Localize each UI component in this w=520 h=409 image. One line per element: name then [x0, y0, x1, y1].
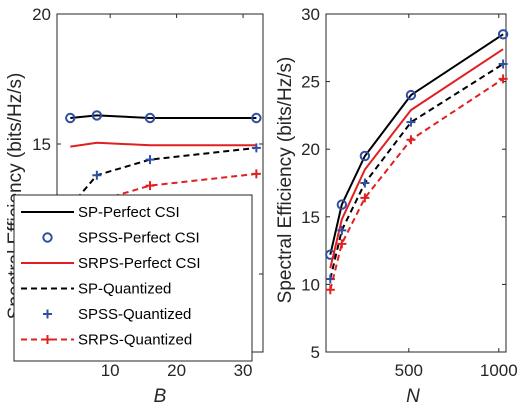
- x-tick-label-left: 20: [167, 361, 186, 380]
- y-tick-label-right: 15: [301, 208, 320, 227]
- data-point-srps-quantized-right: [360, 193, 370, 203]
- data-point-spss-perfect-csi-right: [359, 150, 371, 162]
- legend-label-srps-perfect-csi: SRPS-Perfect CSI: [78, 255, 201, 272]
- y-tick-label-left: 15: [32, 135, 51, 154]
- data-point-spss-perfect-csi-left: [251, 112, 262, 124]
- legend-label-spss-quantized: SPSS-Quantized: [78, 306, 191, 323]
- data-point-spss-perfect-csi-right: [405, 89, 417, 101]
- data-point-spss-perfect-csi-left: [144, 112, 156, 124]
- axes-frame-right: [325, 13, 507, 353]
- chart-right: Spectral Efficiency (bits/Hz/s) N 500 100…: [275, 5, 518, 407]
- series-line-srps-perfect-csi-left: [70, 141, 257, 148]
- legend-box: [13, 194, 253, 362]
- legend: SP-Perfect CSI SPSS-Perfect CSI SRPS-Perfe…: [13, 194, 253, 362]
- y-tick-label-right: 5: [311, 343, 320, 362]
- legend-marker-spss-quantized: [43, 309, 52, 319]
- data-point-srps-quantized-right: [498, 74, 508, 84]
- data-point-spss-quantized-right: [337, 225, 347, 235]
- x-axis-label-left: B: [154, 386, 167, 407]
- series-line-sp-quantized-left: [69, 146, 257, 208]
- legend-marker-srps-quantized: [43, 335, 52, 344]
- data-point-spss-quantized-right: [498, 59, 508, 69]
- data-point-spss-quantized-left: [145, 155, 155, 165]
- y-tick-label-right: 10: [301, 275, 320, 294]
- series-line-srps-perfect-csi-right: [329, 48, 504, 269]
- data-point-srps-quantized-right: [325, 285, 335, 295]
- y-tick-label-right: 20: [301, 140, 320, 159]
- legend-label-sp-perfect-csi: SP-Perfect CSI: [78, 204, 180, 221]
- x-tick-label-left: 30: [234, 361, 253, 380]
- data-point-srps-quantized-left: [251, 169, 261, 179]
- y-axis-label-right: Spectral Efficiency (bits/Hz/s): [275, 57, 296, 304]
- data-point-spss-quantized-left: [251, 143, 261, 153]
- data-point-srps-quantized-left: [145, 181, 155, 191]
- legend-label-sp-quantized: SP-Quantized: [78, 281, 171, 298]
- y-tick-label-left: 20: [32, 5, 51, 24]
- data-point-srps-quantized-right: [337, 239, 347, 249]
- y-tick-label-right: 30: [301, 5, 320, 24]
- x-tick-label-right: 1000: [480, 361, 518, 380]
- series-line-sp-perfect-csi-left: [70, 114, 257, 119]
- data-point-spss-quantized-left: [92, 170, 102, 180]
- data-point-spss-perfect-csi-left: [65, 112, 76, 124]
- y-tick-label-right: 25: [301, 73, 320, 92]
- x-tick-label-left: 10: [101, 361, 120, 380]
- series-line-srps-quantized-right: [329, 78, 504, 291]
- legend-label-spss-perfect-csi: SPSS-Perfect CSI: [78, 230, 200, 247]
- data-point-spss-perfect-csi-left: [91, 110, 103, 121]
- x-axis-label-right: N: [406, 386, 420, 407]
- legend-marker-spss-perfect-csi: [42, 232, 53, 243]
- data-point-srps-quantized-right: [406, 135, 416, 145]
- legend-label-srps-quantized: SRPS-Quantized: [78, 332, 192, 349]
- x-tick-label-right: 500: [395, 361, 423, 380]
- data-point-spss-perfect-csi-right: [336, 199, 348, 210]
- series-line-sp-perfect-csi-right: [329, 33, 504, 255]
- data-point-spss-perfect-csi-right: [497, 29, 509, 40]
- data-point-spss-quantized-right: [360, 178, 370, 188]
- data-point-spss-quantized-right: [406, 117, 416, 127]
